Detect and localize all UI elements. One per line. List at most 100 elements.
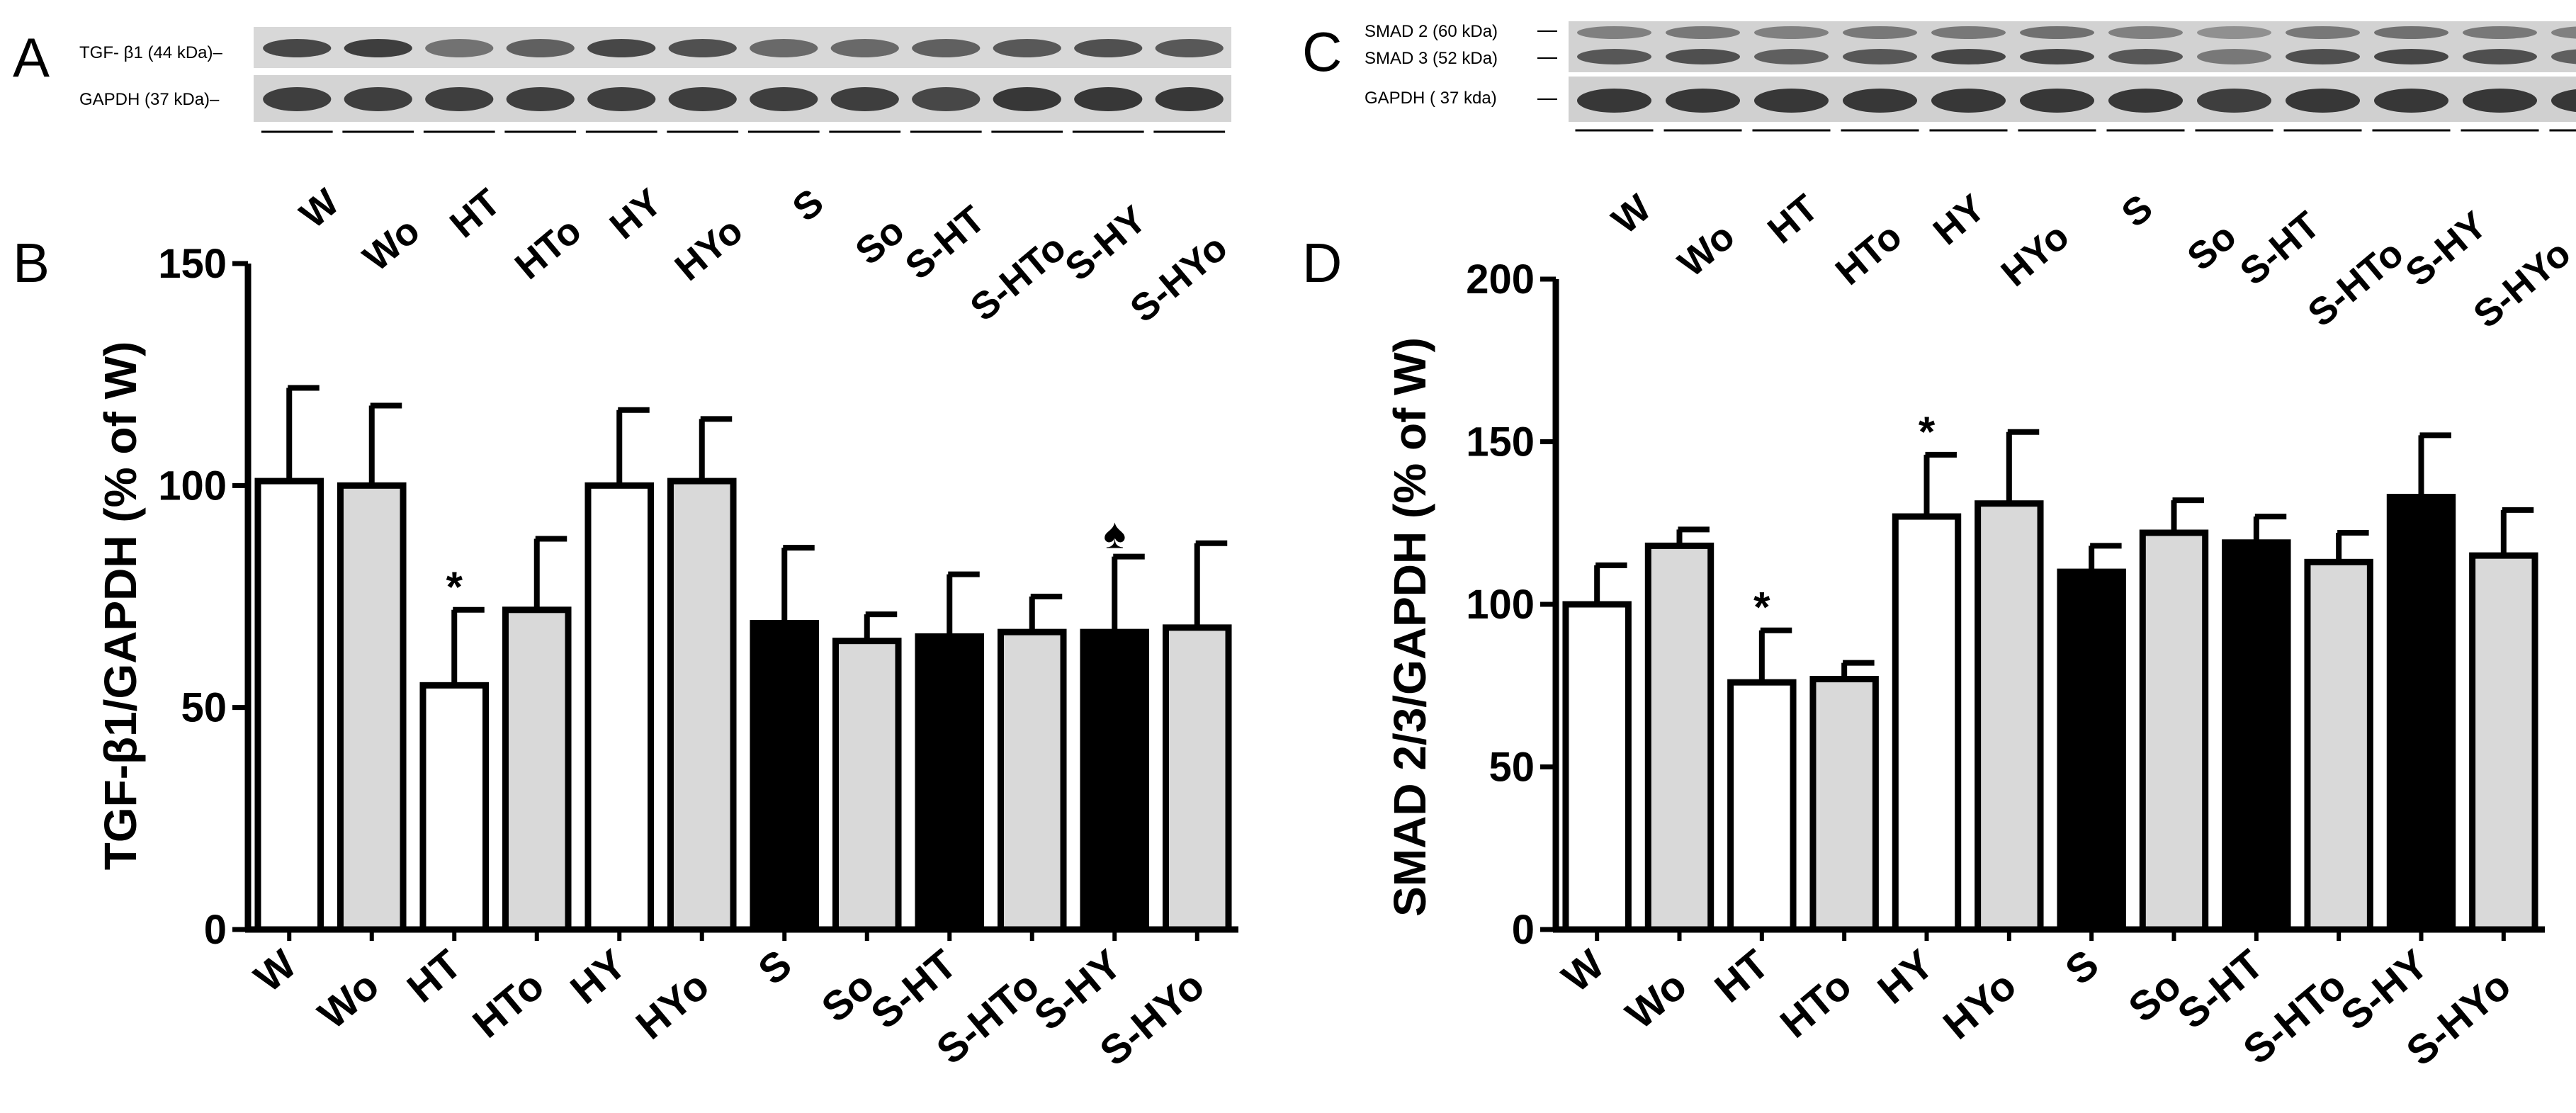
blot-band (2286, 26, 2360, 39)
blot-band (1666, 89, 1740, 113)
blot-band (425, 39, 494, 57)
bar (1644, 542, 1714, 933)
x-tick-label: W (246, 941, 305, 1001)
blot-band (993, 39, 1061, 57)
y-tick-label: 0 (204, 907, 227, 953)
lane-label: S-HY (1057, 198, 1154, 289)
blot-label-smad3: SMAD 3 (52 kDa) (1365, 49, 1498, 68)
blot-band (2551, 89, 2576, 113)
blot-band (2463, 26, 2537, 39)
lane-label: Wo (356, 209, 428, 279)
blot-band (2197, 26, 2271, 39)
blot-band (1577, 89, 1651, 113)
x-tick-label: HTo (1772, 962, 1860, 1047)
lane-label: So (2179, 215, 2244, 278)
blot-band (2463, 49, 2537, 64)
x-tick-label: HT (1706, 941, 1778, 1011)
blot-band (1754, 49, 1829, 64)
blot-band (750, 87, 818, 111)
bar (2386, 494, 2456, 933)
significance-marker: * (1919, 408, 1936, 456)
x-tick-label: W (1554, 941, 1613, 1001)
significance-marker: * (446, 563, 463, 611)
bar (1892, 513, 1962, 933)
lane-label: S (785, 181, 832, 230)
x-tick-label: HT (399, 941, 470, 1011)
panel-letter-c: C (1302, 21, 1342, 83)
significance-marker: * (1753, 584, 1770, 631)
x-tick-label: S (750, 941, 800, 994)
blot-band (2374, 26, 2448, 39)
y-tick-label: 50 (181, 685, 227, 731)
x-tick-label: Wo (310, 962, 388, 1038)
lane-label: HT (1760, 186, 1826, 252)
bar (2139, 529, 2209, 933)
bar (1562, 601, 1632, 933)
blot-band (506, 39, 575, 57)
blot-band (1155, 87, 1224, 111)
blot-band (263, 87, 332, 111)
blot-band (830, 87, 899, 111)
blot-band (1843, 26, 1917, 39)
blot-band (830, 39, 899, 57)
blot-band (425, 87, 494, 111)
blot-band (1666, 26, 1740, 39)
blot-band (668, 39, 737, 57)
blot-band (263, 39, 332, 57)
blot-band (668, 87, 737, 111)
blot-band (1666, 49, 1740, 64)
blot-label-gapdh-c: GAPDH ( 37 kda) (1365, 89, 1497, 108)
lane-label: W (1604, 186, 1659, 242)
blot-band (2374, 89, 2448, 113)
lane-label: HY (602, 181, 670, 247)
blot-band (1074, 39, 1143, 57)
panel-letter-b: B (13, 232, 50, 294)
lane-label: Wo (1671, 215, 1743, 285)
lane-label: S (2114, 186, 2161, 235)
blot-band (912, 39, 981, 57)
x-tick-label: HYo (628, 962, 718, 1049)
lane-label: S-HY (2397, 203, 2495, 295)
bar (1080, 628, 1150, 933)
blot-band (1754, 26, 1829, 39)
lane-label: So (847, 209, 912, 273)
blot-band (2286, 49, 2360, 64)
western-blot-c: SMAD 2 (60 kDa) SMAD 3 (52 kDa) GAPDH ( … (1365, 21, 2576, 337)
lane-label: S-HT (898, 198, 993, 288)
significance-marker: ♠ (1103, 510, 1126, 558)
bar (502, 606, 572, 933)
blot-band (344, 39, 412, 57)
blot-band (1843, 49, 1917, 64)
blot-band (993, 87, 1061, 111)
blot-band (1577, 49, 1651, 64)
blot-band (1577, 26, 1651, 39)
blot-a-strip-2 (254, 75, 1231, 122)
blot-band (587, 39, 656, 57)
bar (667, 478, 737, 933)
blot-band (2020, 49, 2094, 64)
blot-band (912, 87, 981, 111)
bar (254, 478, 324, 933)
bar (1162, 624, 1232, 933)
y-tick-label: 100 (158, 463, 227, 509)
blot-band (2020, 89, 2094, 113)
bar (2222, 539, 2291, 933)
blot-band (1074, 87, 1143, 111)
blot-band (587, 87, 656, 111)
bar (997, 628, 1067, 933)
x-tick-label: Wo (1617, 962, 1695, 1038)
blot-band (750, 39, 818, 57)
blot-band (2197, 49, 2271, 64)
blot-band (2286, 89, 2360, 113)
blot-band (344, 87, 412, 111)
x-tick-label: HTo (464, 962, 553, 1047)
y-tick-label: 150 (1466, 419, 1535, 465)
blot-band (2463, 89, 2537, 113)
blot-band (2551, 49, 2576, 64)
bar (1727, 679, 1797, 933)
bar (337, 482, 407, 933)
blot-band (2197, 89, 2271, 113)
lane-label: S-HT (2232, 203, 2328, 293)
